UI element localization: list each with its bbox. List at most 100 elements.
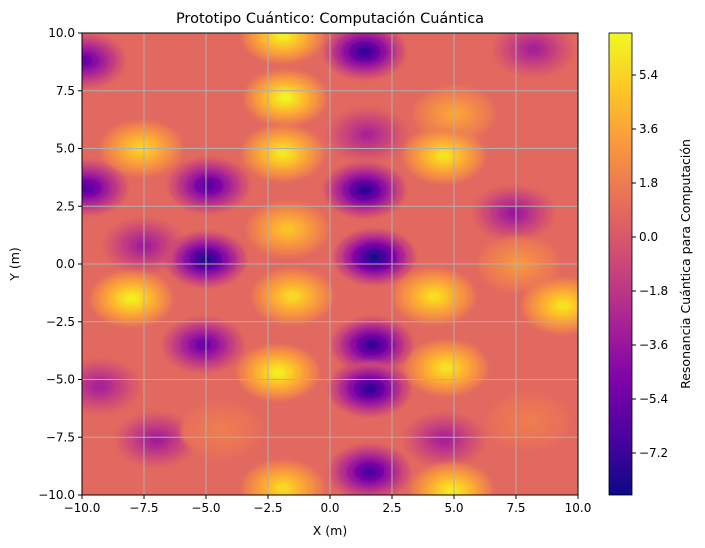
contour-band: [91, 381, 108, 392]
contour-feature: [334, 230, 415, 285]
colorbar-label: Resonancia Cuántica para Computación: [678, 139, 693, 389]
contour-band: [274, 147, 291, 159]
contour-band: [269, 367, 286, 378]
y-tick-label: 0.0: [56, 257, 75, 271]
contour-band: [200, 180, 217, 191]
y-tick-label: 10.0: [48, 26, 75, 40]
contour-band: [366, 251, 383, 263]
contour-band: [525, 43, 542, 55]
contour-feature: [404, 128, 485, 183]
contour-feature: [242, 33, 323, 63]
contour-feature: [166, 232, 246, 287]
contour-feature: [82, 359, 140, 414]
chart-title: Prototipo Cuántico: Computación Cuántica: [176, 11, 484, 27]
contour-feature: [247, 202, 328, 257]
contour-feature: [411, 463, 492, 495]
y-tick-label: −10.0: [38, 488, 75, 502]
colorbar-tick-label: −3.6: [639, 338, 668, 352]
contour-feature: [488, 394, 569, 449]
y-tick-label: −5.0: [46, 373, 75, 387]
contour-feature: [394, 269, 475, 324]
contour-features: [82, 33, 578, 495]
x-tick-label: −10.0: [64, 501, 101, 515]
y-tick-label: −7.5: [46, 430, 75, 444]
contour-band: [555, 300, 572, 311]
y-axis: −10.0 −7.5 −5.0 −2.5 0.0 2.5 5.0 7.5 10.0: [38, 26, 82, 502]
contour-feature: [242, 461, 323, 495]
contour-band: [277, 92, 294, 104]
x-tick-label: 7.5: [506, 501, 525, 515]
y-tick-label: 5.0: [56, 142, 75, 156]
x-tick-label: −7.5: [129, 501, 158, 515]
contour-band: [359, 129, 376, 141]
contour-band: [356, 184, 373, 196]
contour-band: [361, 466, 378, 478]
colorbar: 5.4 3.6 1.8 0.0 −1.8 −3.6 −5.4 −7.2 Resonancia …: [608, 32, 693, 496]
contour-feature: [404, 412, 485, 467]
contour-feature: [163, 317, 244, 372]
contour-band: [505, 207, 522, 219]
contour-feature: [242, 126, 323, 181]
x-axis: −10.0 −7.5 −5.0 −2.5 0.0 2.5 5.0 7.5 10.0: [64, 495, 592, 515]
colorbar-tick-label: 0.0: [639, 230, 658, 244]
contour-feature: [180, 403, 261, 458]
contour-feature: [473, 186, 554, 241]
x-tick-label: 10.0: [565, 501, 592, 515]
contour-feature: [329, 361, 410, 416]
contour-band: [274, 482, 291, 494]
contour-band: [195, 339, 212, 351]
contour-feature: [406, 340, 487, 395]
colorbar-tick-label: −7.2: [639, 446, 668, 460]
y-tick-label: 7.5: [56, 84, 75, 98]
contour-band: [148, 434, 165, 445]
colorbar-tick-label: 1.8: [639, 176, 658, 190]
x-tick-label: 2.5: [382, 501, 401, 515]
y-tick-label: −2.5: [46, 315, 75, 329]
colorbar-tick-label: −5.4: [639, 392, 668, 406]
contour-feature: [237, 345, 318, 400]
contour-feature: [327, 107, 408, 162]
contour-band: [356, 46, 373, 57]
contour-feature: [245, 70, 326, 125]
contour-feature: [324, 163, 405, 218]
contour-feature: [329, 444, 410, 495]
x-tick-label: 0.0: [320, 501, 339, 515]
colorbar-gradient: [608, 32, 633, 496]
contour-feature: [493, 33, 574, 77]
contour-feature: [252, 269, 333, 324]
x-tick-label: 5.0: [444, 501, 463, 515]
colorbar-tick-label: 5.4: [639, 68, 658, 82]
x-tick-label: −2.5: [253, 501, 282, 515]
contour-feature: [116, 412, 197, 467]
y-tick-label: 2.5: [56, 199, 75, 213]
contour-band: [123, 293, 140, 304]
x-tick-label: −5.0: [191, 501, 220, 515]
y-axis-label: Y (m): [7, 247, 22, 282]
contour-band: [284, 290, 301, 302]
colorbar-tick-label: −1.8: [639, 284, 668, 298]
contour-band: [443, 485, 460, 495]
contour-band: [364, 339, 381, 351]
contour-band: [212, 424, 229, 436]
contour-feature: [91, 271, 172, 326]
contour-band: [520, 415, 537, 427]
x-axis-label: X (m): [313, 523, 347, 538]
contour-feature: [168, 158, 249, 213]
contour-feature: [324, 33, 405, 79]
contour-band: [438, 362, 455, 374]
colorbar-ticks: 5.4 3.6 1.8 0.0 −1.8 −3.6 −5.4 −7.2: [632, 68, 668, 460]
contour-feature: [82, 33, 125, 88]
contour-band: [274, 33, 291, 41]
contour-band: [82, 182, 95, 194]
contour-band: [279, 223, 296, 235]
contour-band: [82, 55, 93, 67]
contour-feature: [523, 278, 578, 333]
contour-band: [436, 434, 453, 445]
contour-band: [436, 150, 453, 161]
plot-area: [81, 32, 579, 496]
colorbar-tick-label: 3.6: [639, 122, 658, 136]
contour-band: [361, 383, 378, 395]
contour-feature: [82, 160, 127, 215]
contour-band: [426, 290, 443, 302]
